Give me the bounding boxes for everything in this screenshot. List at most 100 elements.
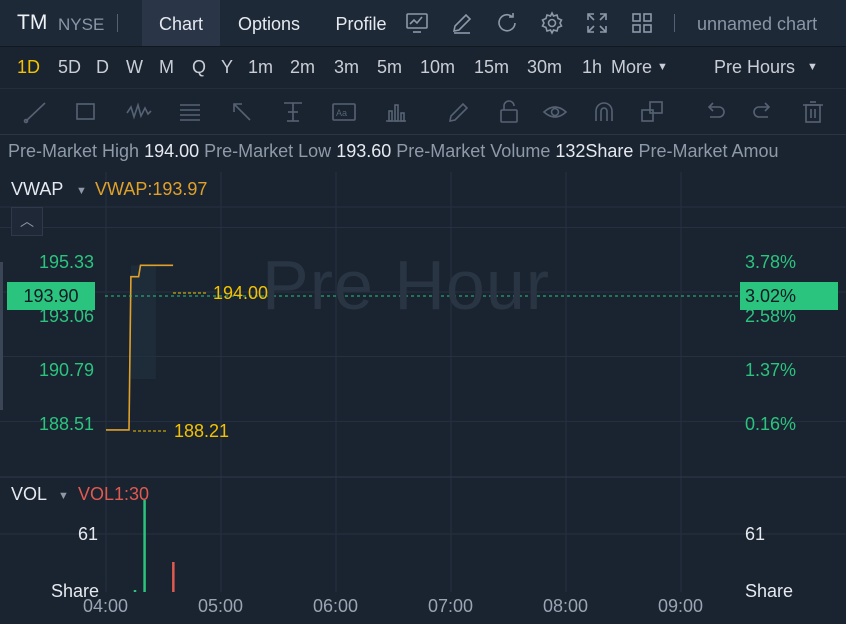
session-watermark: Pre Hour — [262, 246, 551, 324]
y-tick-right: 1.37% — [745, 360, 797, 380]
layout-grid-icon[interactable] — [630, 11, 654, 35]
svg-text:Aa: Aa — [336, 108, 347, 118]
eye-icon[interactable] — [542, 99, 568, 125]
volume-tick-right: 61 — [745, 524, 766, 544]
interval-3m[interactable]: 3m — [334, 57, 360, 77]
price-shade — [130, 265, 156, 380]
interval-2m[interactable]: 2m — [290, 57, 316, 77]
interval-1m[interactable]: 1m — [248, 57, 274, 77]
divider — [674, 14, 675, 32]
x-tick: 07:00 — [428, 596, 474, 616]
interval-1h[interactable]: 1h — [582, 57, 603, 77]
redo-icon[interactable] — [750, 99, 776, 125]
x-tick: 04:00 — [83, 596, 129, 616]
wave-pattern-icon[interactable] — [126, 99, 152, 125]
trash-icon[interactable] — [800, 99, 826, 125]
text-icon[interactable]: Aa — [331, 99, 357, 125]
collapse-chevron-up-icon[interactable]: ︿ — [11, 207, 43, 236]
volume-unit-left: Share — [51, 581, 100, 601]
x-tick: 08:00 — [543, 596, 589, 616]
current-price-label: 193.90 — [7, 282, 95, 310]
indicator-value: VWAP:193.97 — [95, 179, 208, 199]
rectangle-icon[interactable] — [73, 99, 99, 125]
volume-value: 132Share — [555, 141, 634, 161]
ticker-symbol: TM — [17, 11, 48, 34]
low-value: 193.60 — [336, 141, 392, 161]
caret-down-icon[interactable]: ▼ — [58, 490, 69, 502]
lock-icon[interactable] — [496, 99, 522, 125]
interval-m[interactable]: M — [159, 57, 174, 77]
bar-chart-icon[interactable] — [383, 99, 409, 125]
low-annotation: 188.21 — [174, 421, 230, 441]
interval-30m[interactable]: 30m — [527, 57, 563, 77]
y-tick-left: 190.79 — [39, 360, 95, 380]
vwap-line — [106, 264, 174, 431]
y-tick-right: 2.58% — [745, 306, 797, 326]
undo-icon[interactable] — [702, 99, 728, 125]
indicator-chart-icon[interactable] — [405, 11, 429, 35]
vwap-series — [106, 264, 174, 431]
session-label: Pre Hours — [714, 57, 796, 77]
interval-1d[interactable]: 1D — [17, 57, 41, 77]
interval-10m[interactable]: 10m — [420, 57, 456, 77]
measure-icon[interactable] — [280, 99, 306, 125]
interval-5d[interactable]: 5D — [58, 57, 82, 77]
volume-indicator-name[interactable]: VOL — [11, 484, 48, 504]
refresh-icon[interactable] — [495, 11, 519, 35]
y-tick-right: 0.16% — [745, 414, 797, 434]
caret-down-icon: ▼ — [807, 61, 818, 73]
more-label: More — [611, 57, 653, 77]
volume-bar — [172, 562, 175, 592]
tab-chart[interactable]: Chart — [142, 0, 220, 46]
volume-tick-left: 61 — [78, 524, 99, 544]
tab-profile[interactable]: Profile — [335, 14, 387, 34]
high-label: Pre-Market High — [8, 141, 140, 161]
volume-unit-right: Share — [745, 581, 794, 601]
settings-gear-icon[interactable] — [540, 11, 564, 35]
x-tick: 05:00 — [198, 596, 244, 616]
chart-background — [0, 172, 846, 624]
y-tick-right: 3.78% — [745, 252, 797, 272]
chart-name[interactable]: unnamed chart — [697, 14, 818, 34]
indicator-name[interactable]: VWAP — [11, 179, 64, 199]
pre-market-stats: Pre-Market High 194.00 Pre-Market Low 19… — [0, 141, 846, 167]
low-label: Pre-Market Low — [204, 141, 332, 161]
volume-indicator-value: VOL1:30 — [78, 484, 150, 504]
divider — [117, 14, 118, 32]
interval-w[interactable]: W — [126, 57, 143, 77]
trend-line-icon[interactable] — [23, 99, 49, 125]
fib-lines-icon[interactable] — [177, 99, 203, 125]
interval-bar: 1D 5D D W M Q Y 1m 2m 3m 5m 10m 15m 30m … — [0, 47, 846, 87]
high-annotation: 194.00 — [213, 283, 269, 303]
draw-pencil-icon[interactable] — [450, 11, 474, 35]
volume-bars — [133, 500, 175, 592]
left-scroll-handle[interactable] — [0, 262, 3, 410]
arrow-icon[interactable] — [229, 99, 255, 125]
x-tick: 06:00 — [313, 596, 359, 616]
layers-icon[interactable] — [639, 99, 665, 125]
tab-options[interactable]: Options — [237, 14, 301, 34]
caret-down-icon: ▼ — [657, 61, 668, 73]
interval-d[interactable]: D — [96, 57, 109, 77]
pencil-icon[interactable] — [446, 99, 472, 125]
interval-y[interactable]: Y — [221, 57, 234, 77]
magnet-icon[interactable] — [591, 99, 617, 125]
interval-q[interactable]: Q — [192, 57, 207, 77]
volume-label: Pre-Market Volume — [396, 141, 551, 161]
y-tick-left: 195.33 — [39, 252, 95, 272]
session-dropdown[interactable]: Pre Hours ▼ — [714, 57, 818, 78]
volume-bar — [133, 590, 137, 592]
exchange-label: NYSE — [58, 15, 105, 34]
top-bar: TM NYSE Chart Options Profile unnamed ch… — [0, 0, 846, 47]
fullscreen-expand-icon[interactable] — [585, 11, 609, 35]
interval-15m[interactable]: 15m — [474, 57, 510, 77]
caret-down-icon[interactable]: ▼ — [76, 185, 87, 197]
volume-bar — [143, 500, 146, 592]
interval-5m[interactable]: 5m — [377, 57, 403, 77]
amount-label: Pre-Market Amou — [638, 141, 779, 161]
x-tick: 09:00 — [658, 596, 704, 616]
drawing-toolbar: Aa — [0, 88, 846, 135]
current-percent-label: 3.02% — [740, 282, 838, 310]
more-intervals-dropdown[interactable]: More ▼ — [611, 57, 668, 78]
